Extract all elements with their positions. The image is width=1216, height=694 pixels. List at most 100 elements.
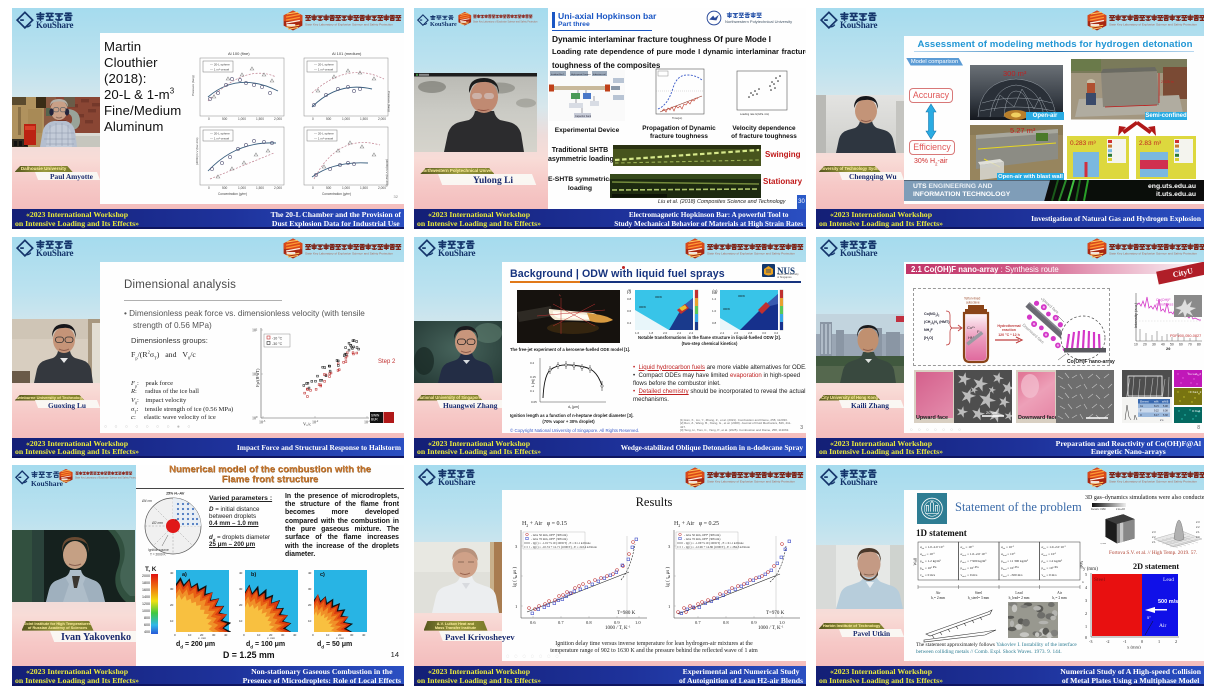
svg-text:2.4: 2.4 — [720, 330, 725, 333]
svg-text:PDF#00-050-0827: PDF#00-050-0827 — [1170, 334, 1201, 338]
svg-text:Co La1_2: Co La1_2 — [1188, 372, 1201, 376]
svg-text:10: 10 — [170, 619, 174, 623]
svg-text:ρsteel = 7 900 kg/m³: ρsteel = 7 900 kg/m³ — [961, 559, 987, 564]
svg-text:2.3: 2.3 — [1152, 530, 1156, 534]
svg-text:3: 3 — [1085, 598, 1087, 603]
svg-text:500: 500 — [326, 186, 332, 190]
svg-text:60: 60 — [1179, 342, 1183, 346]
svg-text:40: 40 — [293, 633, 297, 637]
svg-text:lg ( τ, μs ): lg ( τ, μs ) — [513, 567, 518, 587]
svg-text:O: O — [1140, 413, 1142, 416]
svg-text:1: 1 — [1158, 639, 1160, 644]
svg-text:psteel = 105 Pa: psteel = 105 Pa — [961, 565, 980, 571]
svg-text:Air: Air — [1057, 591, 1063, 595]
svg-text:αlead = 10-3: αlead = 10-3 — [1001, 552, 1016, 557]
svg-text:0.283 m³: 0.283 m³ — [1070, 140, 1096, 147]
svg-text:(dP/dt)m·V (bar·m/s): (dP/dt)m·V (bar·m/s) — [385, 159, 389, 187]
svg-text:--- 1 m³ vessel: --- 1 m³ vessel — [314, 68, 334, 72]
svg-text:70: 70 — [1188, 342, 1192, 346]
svg-text:1,000: 1,000 — [238, 186, 246, 190]
svg-text:1: 1 — [515, 604, 517, 609]
svg-text:- tube 76 mm, OH* (308 nm): - tube 76 mm, OH* (308 nm) — [531, 537, 567, 542]
svg-text:vair = 0 m/s: vair = 0 m/s — [920, 573, 936, 578]
svg-text:ρlead = 11 300 kg/m³: ρlead = 11 300 kg/m³ — [1001, 559, 1028, 564]
svg-text:h₁= 2 mm: h₁= 2 mm — [931, 596, 945, 600]
svg-text:(g): (g) — [712, 289, 718, 294]
svg-text:1,000: 1,000 — [342, 117, 350, 121]
svg-text:1: 1 — [668, 604, 670, 609]
svg-text:--- 1 m³ vessel: --- 1 m³ vessel — [314, 137, 334, 141]
svg-text:9.22: 9.22 — [1154, 409, 1159, 412]
svg-text:Lead: Lead — [1015, 591, 1022, 595]
svg-text:- tube 50 mm, OH* (308 nm): - tube 50 mm, OH* (308 nm) — [531, 533, 567, 538]
svg-text:Intensity (a.u.): Intensity (a.u.) — [1133, 301, 1138, 327]
svg-text:Steel: Steel — [975, 591, 982, 595]
svg-text:1600: 1600 — [142, 588, 150, 592]
svg-text:2000: 2000 — [142, 574, 150, 578]
svg-text:10-2: 10-2 — [312, 419, 319, 424]
svg-text:500 m/s: 500 m/s — [1158, 599, 1178, 605]
svg-text:0: 0 — [208, 117, 210, 121]
svg-text:2.1: 2.1 — [1152, 540, 1156, 544]
svg-text:BUR: BUR — [371, 417, 378, 421]
svg-text:αair = 1.0–2.0·10-3: αair = 1.0–2.0·10-3 — [920, 545, 945, 550]
svg-text:0: 0 — [243, 633, 245, 637]
svg-text:L [m]: L [m] — [531, 379, 535, 386]
svg-text:10: 10 — [239, 619, 243, 623]
svg-text:-30 °C: -30 °C — [272, 342, 283, 346]
svg-text:0: 0 — [312, 633, 314, 637]
svg-text:2,000: 2,000 — [274, 117, 282, 121]
svg-text:30: 30 — [281, 633, 285, 637]
svg-text:3: 3 — [515, 544, 518, 549]
svg-text:1.8: 1.8 — [649, 330, 654, 333]
svg-text:Pressure (barg): Pressure (barg) — [387, 91, 391, 112]
svg-text:20: 20 — [170, 603, 174, 607]
svg-text:20 μm: 20 μm — [986, 410, 998, 415]
svg-text:0.7: 0.7 — [695, 620, 701, 625]
svg-text:V₀/c: V₀/c — [303, 421, 311, 426]
svg-text:1,000: 1,000 — [342, 186, 350, 190]
svg-text:1.0: 1.0 — [779, 620, 785, 625]
svg-text:x, mm: x, mm — [1101, 543, 1107, 545]
svg-text:wt%: wt% — [1154, 400, 1159, 403]
svg-text:0.05: 0.05 — [531, 400, 537, 404]
svg-text:0: 0 — [312, 186, 314, 190]
svg-text:(dP/dt)m·V (bar·m/s): (dP/dt)m·V (bar·m/s) — [195, 137, 199, 165]
svg-text:40: 40 — [239, 571, 243, 575]
svg-text:30: 30 — [239, 587, 243, 591]
svg-text:Concentration (g/m³): Concentration (g/m³) — [218, 192, 247, 196]
svg-text:20: 20 — [239, 603, 243, 607]
svg-text:40: 40 — [224, 633, 228, 637]
svg-text:-3: -3 — [1089, 639, 1093, 644]
svg-text:F Ka1_2: F Ka1_2 — [1190, 390, 1202, 394]
svg-text:2.4: 2.4 — [689, 330, 694, 333]
svg-text:T=980 K: T=980 K — [617, 611, 636, 616]
svg-text:at%/B: at%/B — [1162, 400, 1169, 403]
svg-text:h₂= 2 mm: h₂= 2 mm — [1052, 596, 1066, 600]
svg-text:6.08: 6.08 — [1163, 409, 1168, 412]
svg-text:ODW: ODW — [639, 305, 646, 309]
svg-text:Lead: Lead — [1163, 577, 1174, 583]
svg-text:2θ: 2θ — [1166, 346, 1170, 351]
svg-text:Wall: Wall — [1079, 561, 1084, 569]
svg-text:0: 0 — [208, 186, 210, 190]
svg-text:2.0: 2.0 — [1196, 535, 1200, 539]
svg-text:30: 30 — [170, 587, 174, 591]
svg-text:x, mm: x, mm — [267, 636, 276, 639]
svg-text:D: D — [175, 518, 178, 522]
svg-text:30: 30 — [350, 633, 354, 637]
svg-text:— 20-L sphere: — 20-L sphere — [314, 63, 334, 67]
svg-text:- tube 76 mm, OH* (308 nm): - tube 76 mm, OH* (308 nm) — [684, 537, 720, 542]
svg-text:20: 20 — [200, 633, 204, 637]
svg-text:2.83 m³: 2.83 m³ — [1139, 140, 1162, 147]
svg-text:3: 3 — [668, 544, 671, 549]
svg-text:1.6: 1.6 — [635, 330, 640, 333]
svg-text:pair = 105 Pa: pair = 105 Pa — [920, 565, 937, 571]
svg-text:20: 20 — [269, 633, 273, 637]
svg-text:Loading rate G(GPa·m/s): Loading rate G(GPa·m/s) — [740, 112, 769, 116]
svg-text:2.6: 2.6 — [734, 330, 739, 333]
svg-text:0.4: 0.4 — [627, 321, 632, 325]
svg-text:2: 2 — [1175, 639, 1177, 644]
svg-text:2: 2 — [515, 574, 517, 579]
svg-text:αsteel = 1.0–2.0·10-3: αsteel = 1.0–2.0·10-3 — [961, 552, 988, 557]
